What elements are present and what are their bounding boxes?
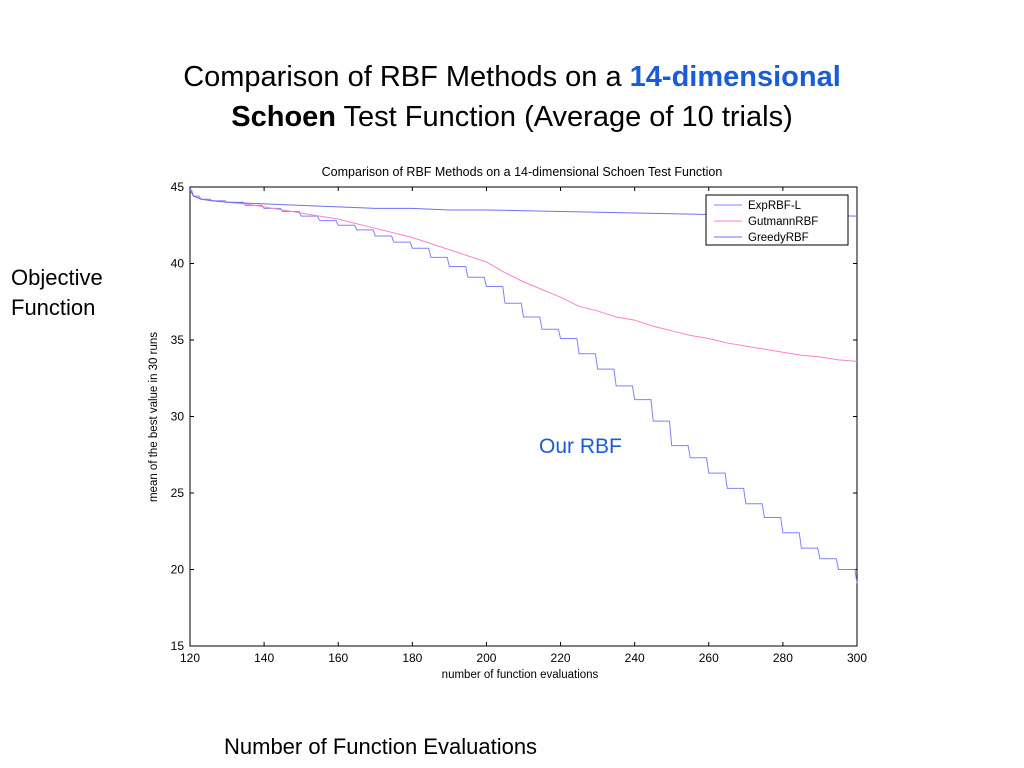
- x-tick-label: 300: [847, 651, 867, 665]
- legend-label: GutmannRBF: [748, 216, 818, 228]
- slide-title-part1: Comparison of RBF Methods on a: [183, 61, 630, 93]
- x-tick-label: 240: [625, 651, 645, 665]
- legend-label: ExpRBF-L: [748, 200, 802, 212]
- y-tick-label: 25: [171, 486, 185, 500]
- objective-label-line1: Objective: [11, 265, 103, 290]
- y-axis-label: mean of the best value in 30 runs: [148, 332, 160, 502]
- plot-area-frame: [189, 186, 858, 647]
- objective-label-line2: Function: [11, 295, 96, 320]
- y-tick-label: 40: [171, 257, 185, 271]
- objective-function-label: Objective Function: [11, 263, 103, 323]
- x-tick-label: 180: [402, 651, 422, 665]
- slide-title-part2: Test Function (Average of 10 trials): [336, 101, 793, 133]
- x-tick-label: 140: [254, 651, 274, 665]
- x-tick-label: 260: [699, 651, 719, 665]
- chart-title: Comparison of RBF Methods on a 14-dimens…: [322, 165, 723, 179]
- x-tick-label: 200: [476, 651, 496, 665]
- x-tick-label: 280: [773, 651, 793, 665]
- legend: ExpRBF-L GutmannRBF GreedyRBF: [705, 194, 849, 246]
- slide-title: Comparison of RBF Methods on a 14-dimens…: [0, 57, 1024, 137]
- slide-title-dimension: 14-dimensional: [629, 61, 841, 93]
- y-tick-label: 45: [171, 180, 185, 194]
- x-axis-label: number of function evaluations: [442, 669, 599, 681]
- series-line-gutmannrbf: [189, 189, 858, 362]
- y-tick-label: 35: [171, 333, 185, 347]
- series-line-greedyrbf: [189, 189, 858, 217]
- axis-ticks: 120 140 160 180 200 220 240 260 280 300 15 20 25 30 35…: [171, 180, 868, 665]
- x-tick-label: 160: [328, 651, 348, 665]
- legend-box: [705, 194, 849, 246]
- slide-title-function-name: Schoen: [231, 101, 337, 133]
- our-rbf-annotation: Our RBF: [539, 435, 622, 458]
- x-tick-label: 120: [180, 651, 200, 665]
- y-tick-label: 20: [171, 563, 185, 577]
- series-lines: [189, 189, 858, 584]
- y-tick-label: 30: [171, 410, 185, 424]
- evaluations-label: Number of Function Evaluations: [224, 734, 538, 759]
- series-line-exprbf-l: [190, 189, 858, 584]
- x-tick-label: 220: [551, 651, 571, 665]
- legend-label: GreedyRBF: [748, 232, 809, 244]
- y-tick-label: 15: [171, 639, 185, 653]
